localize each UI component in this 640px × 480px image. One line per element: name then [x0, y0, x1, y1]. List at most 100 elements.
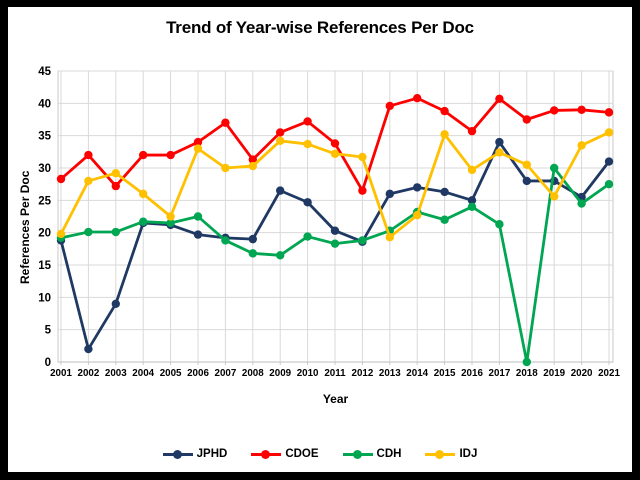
data-point-idj	[604, 128, 614, 137]
x-tick-label: 2008	[242, 368, 264, 379]
data-point-cdh	[440, 215, 449, 224]
data-point-cdh	[522, 357, 531, 367]
data-point-cdh	[221, 236, 230, 245]
y-tick-label: 10	[38, 292, 51, 304]
y-tick-label: 5	[45, 325, 52, 337]
data-point-cdh	[248, 249, 257, 258]
y-tick-label: 35	[38, 131, 51, 143]
data-point-cdoe	[303, 117, 312, 126]
data-point-cdoe	[221, 118, 230, 127]
legend-item-idj: IDJ	[425, 448, 477, 460]
x-tick-label: 2013	[379, 368, 401, 379]
data-point-idj	[550, 192, 559, 201]
x-tick-label: 2002	[78, 368, 100, 379]
data-point-jphd	[330, 226, 340, 235]
x-tick-label: 2014	[406, 368, 428, 379]
data-point-idj	[522, 160, 531, 169]
x-tick-label: 2019	[543, 368, 565, 379]
data-point-cdh	[550, 163, 559, 173]
data-point-jphd	[495, 137, 504, 147]
data-point-cdoe	[193, 137, 203, 147]
data-point-cdoe	[330, 139, 340, 148]
data-point-idj	[440, 130, 449, 139]
data-point-cdh	[276, 251, 285, 260]
data-point-cdoe	[139, 150, 148, 160]
data-point-jphd	[248, 234, 257, 244]
x-tick-label: 2010	[297, 368, 319, 379]
x-tick-label: 2009	[269, 368, 291, 379]
data-point-jphd	[303, 198, 312, 207]
legend-item-cdoe: CDOE	[251, 448, 319, 460]
data-point-idj	[413, 211, 422, 220]
data-point-cdh	[166, 218, 175, 228]
legend-label: CDOE	[285, 448, 319, 460]
y-tick-label: 0	[45, 357, 51, 369]
legend-marker-icon	[162, 449, 193, 459]
data-point-cdoe	[604, 108, 614, 117]
data-point-cdoe	[56, 174, 66, 184]
y-tick-label: 40	[38, 98, 51, 110]
data-point-jphd	[467, 196, 477, 205]
data-point-jphd	[84, 344, 93, 354]
data-point-cdh	[495, 220, 504, 229]
x-tick-label: 2003	[105, 368, 127, 379]
data-point-cdh	[193, 212, 203, 221]
data-point-cdoe	[248, 155, 257, 164]
data-point-cdoe	[111, 181, 121, 191]
data-point-cdoe	[385, 101, 394, 111]
data-point-idj	[221, 163, 230, 173]
y-tick-label: 25	[38, 195, 51, 207]
data-point-cdoe	[276, 128, 285, 137]
data-point-cdoe	[358, 186, 367, 195]
data-point-jphd	[276, 186, 285, 195]
data-point-cdoe	[413, 93, 422, 103]
x-tick-label: 2018	[516, 368, 538, 379]
data-point-cdh	[84, 227, 93, 237]
data-point-cdh	[330, 239, 340, 248]
data-point-idj	[166, 212, 175, 221]
data-point-idj	[139, 189, 148, 199]
data-point-cdoe	[467, 126, 477, 136]
data-point-jphd	[604, 157, 614, 166]
x-axis-title: Year	[322, 392, 349, 406]
x-tick-label: 2015	[434, 368, 456, 379]
x-tick-label: 2021	[598, 368, 620, 379]
data-point-jphd	[522, 176, 531, 186]
data-point-cdh	[604, 179, 614, 189]
data-point-cdh	[303, 232, 312, 241]
data-point-cdh	[139, 217, 148, 226]
x-tick-label: 2012	[352, 368, 374, 379]
x-tick-label: 2001	[50, 368, 72, 379]
data-point-cdoe	[577, 105, 586, 115]
x-tick-label: 2017	[489, 368, 511, 379]
data-point-idj	[495, 148, 504, 157]
x-tick-label: 2005	[160, 368, 182, 379]
legend-item-jphd: JPHD	[162, 448, 227, 460]
data-point-idj	[248, 161, 257, 171]
x-tick-label: 2016	[461, 368, 483, 379]
data-point-idj	[330, 149, 340, 158]
x-tick-label: 2020	[571, 368, 593, 379]
plot-area: 0 5 10 15 20 25 30 35 40 45 2001 2002 2003 2004 2005 20…	[38, 66, 620, 379]
y-tick-label: 45	[38, 66, 51, 78]
data-point-cdh	[577, 199, 586, 208]
data-point-jphd	[413, 183, 422, 192]
data-point-idj	[467, 165, 477, 175]
data-point-idj	[303, 139, 312, 149]
x-tick-label: 2011	[324, 368, 346, 379]
data-point-cdh	[467, 202, 477, 211]
data-point-cdoe	[522, 115, 531, 124]
data-point-cdoe	[440, 106, 449, 116]
legend-label: IDJ	[459, 448, 478, 460]
legend-marker-icon	[251, 449, 282, 459]
data-point-cdoe	[495, 94, 504, 104]
data-point-cdoe	[84, 150, 93, 160]
legend-label: CDH	[376, 448, 402, 460]
data-point-jphd	[385, 189, 394, 199]
data-point-cdoe	[550, 106, 559, 115]
data-point-idj	[56, 229, 66, 239]
y-tick-label: 30	[38, 163, 51, 175]
legend-marker-icon	[425, 449, 456, 459]
x-tick-label: 2006	[187, 368, 209, 379]
